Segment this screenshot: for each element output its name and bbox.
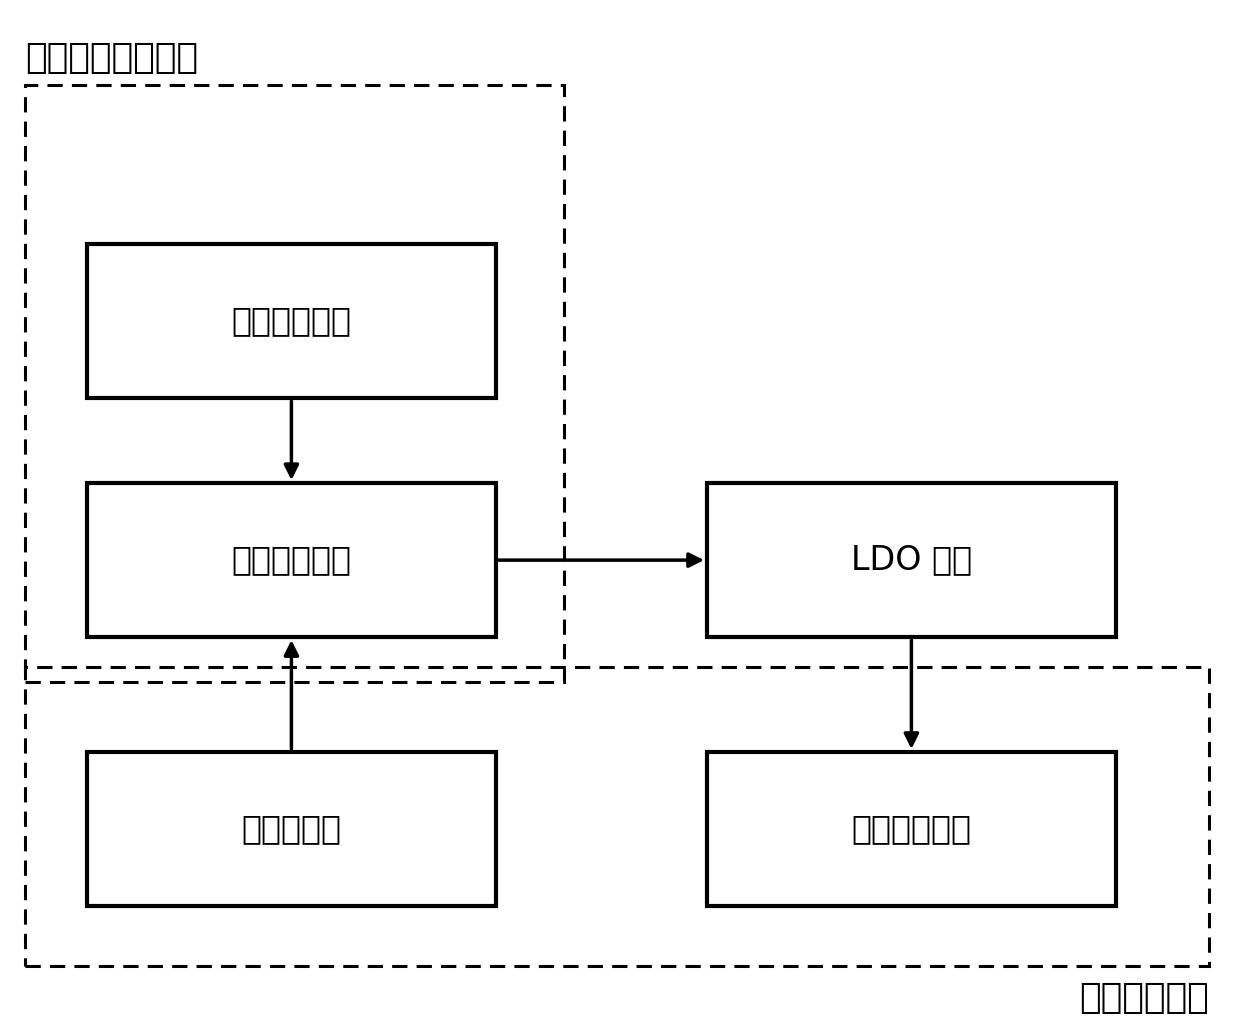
Text: 第二控制单元: 第二控制单元: [232, 544, 351, 576]
Bar: [87, 483, 496, 637]
Bar: [87, 752, 496, 906]
Bar: [707, 752, 1116, 906]
Bar: [707, 483, 1116, 637]
Bar: [25, 84, 564, 682]
Text: 第一控制单元: 第一控制单元: [232, 304, 351, 338]
Text: LDO 模块: LDO 模块: [851, 544, 972, 576]
Bar: [25, 667, 1209, 966]
Text: 电压检测单元: 电压检测单元: [852, 812, 971, 846]
Text: 输入电压控制模块: 输入电压控制模块: [25, 41, 198, 74]
Bar: [87, 244, 496, 398]
Text: 电压源单元: 电压源单元: [242, 812, 341, 846]
Text: 电压采集模块: 电压采集模块: [1079, 980, 1209, 1015]
